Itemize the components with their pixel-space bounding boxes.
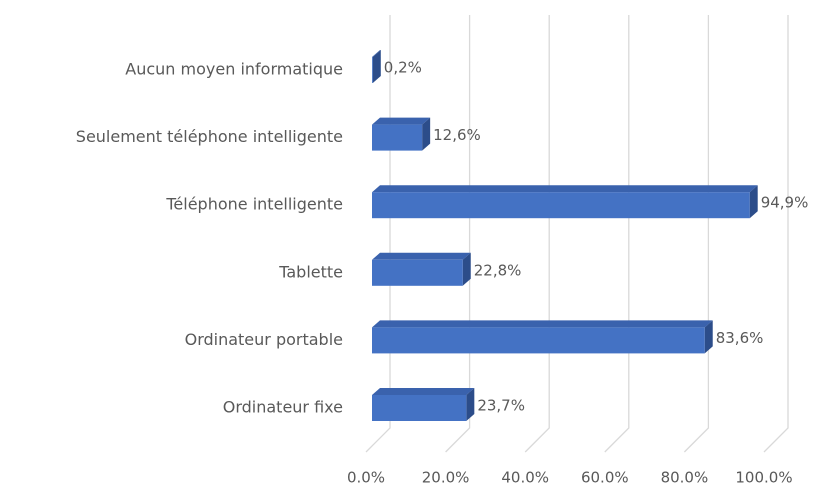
grid-line (604, 15, 630, 453)
value-label: 83,6% (716, 329, 764, 347)
x-tick-label: 20.0% (422, 469, 470, 487)
x-tick-label: 80.0% (661, 469, 709, 487)
bar (372, 395, 467, 421)
bar-top (372, 117, 431, 125)
bar-top (372, 388, 475, 395)
grid-line (365, 15, 391, 453)
bar-top (372, 50, 381, 57)
bar-side (704, 320, 713, 354)
bar (372, 192, 750, 219)
y-tick-label: Ordinateur fixe (223, 398, 343, 417)
bar (372, 57, 373, 83)
value-label: 94,9% (761, 194, 809, 212)
y-tick-label: Tablette (278, 262, 343, 281)
y-tick-label: Téléphone intelligente (165, 195, 343, 214)
bar (372, 327, 705, 354)
grid-line (763, 15, 789, 453)
bar-side (372, 50, 381, 83)
x-tick-label: 0.0% (347, 469, 385, 487)
bar-side (422, 117, 431, 151)
value-label: 12,6% (433, 126, 481, 144)
bar-side (466, 388, 475, 421)
x-tick-label: 60.0% (581, 469, 629, 487)
bar-side (749, 185, 758, 219)
bar (372, 124, 423, 151)
y-tick-label: Ordinateur portable (185, 330, 343, 349)
x-tick-label: 100.0% (735, 469, 792, 487)
y-tick-label: Seulement téléphone intelligente (76, 127, 343, 146)
value-label: 23,7% (477, 397, 525, 415)
bar (372, 259, 463, 286)
value-label: 22,8% (474, 261, 522, 279)
grid-line (524, 15, 550, 453)
x-tick-label: 40.0% (501, 469, 549, 487)
bar-top (372, 252, 471, 260)
bar-top (372, 185, 758, 193)
bar-top (372, 320, 713, 328)
grid-line (445, 15, 471, 453)
y-tick-label: Aucun moyen informatique (125, 60, 343, 79)
bar-side (462, 252, 471, 286)
value-label: 0,2% (384, 59, 422, 77)
grid-line (683, 15, 710, 453)
